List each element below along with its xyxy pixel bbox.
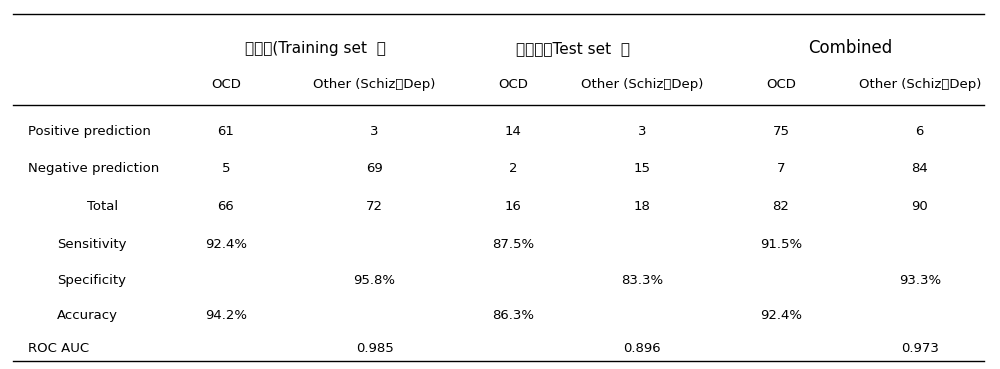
Text: Accuracy: Accuracy (57, 309, 118, 322)
Text: Positive prediction: Positive prediction (28, 125, 150, 138)
Text: 18: 18 (634, 200, 651, 213)
Text: Sensitivity: Sensitivity (57, 238, 127, 251)
Text: 训练集(Training set  ）: 训练集(Training set ） (245, 41, 386, 56)
Text: Other (Schiz、Dep): Other (Schiz、Dep) (581, 78, 703, 91)
Text: Negative prediction: Negative prediction (28, 162, 159, 175)
Text: 7: 7 (777, 162, 785, 175)
Text: 14: 14 (505, 125, 522, 138)
Text: 15: 15 (634, 162, 651, 175)
Text: 83.3%: 83.3% (621, 274, 663, 287)
Text: Other (Schiz、Dep): Other (Schiz、Dep) (313, 78, 436, 91)
Text: 61: 61 (217, 125, 234, 138)
Text: ROC AUC: ROC AUC (28, 342, 89, 355)
Text: 2: 2 (509, 162, 518, 175)
Text: 66: 66 (217, 200, 234, 213)
Text: 3: 3 (638, 125, 646, 138)
Text: 75: 75 (773, 125, 790, 138)
Text: 94.2%: 94.2% (205, 309, 247, 322)
Text: 测试集（Test set  ）: 测试集（Test set ） (516, 41, 630, 56)
Text: 69: 69 (366, 162, 383, 175)
Text: 82: 82 (773, 200, 789, 213)
Text: OCD: OCD (766, 78, 796, 91)
Text: 91.5%: 91.5% (760, 238, 802, 251)
Text: 92.4%: 92.4% (205, 238, 247, 251)
Text: 0.896: 0.896 (623, 342, 661, 355)
Text: 92.4%: 92.4% (760, 309, 802, 322)
Text: 3: 3 (370, 125, 379, 138)
Text: 84: 84 (911, 162, 928, 175)
Text: Specificity: Specificity (57, 274, 126, 287)
Text: Other (Schiz、Dep): Other (Schiz、Dep) (859, 78, 981, 91)
Text: 0.973: 0.973 (901, 342, 939, 355)
Text: Total: Total (87, 200, 118, 213)
Text: OCD: OCD (211, 78, 241, 91)
Text: 16: 16 (505, 200, 522, 213)
Text: 87.5%: 87.5% (492, 238, 534, 251)
Text: 72: 72 (366, 200, 383, 213)
Text: 0.985: 0.985 (356, 342, 393, 355)
Text: 90: 90 (911, 200, 928, 213)
Text: 6: 6 (916, 125, 924, 138)
Text: Combined: Combined (808, 39, 893, 57)
Text: 95.8%: 95.8% (354, 274, 396, 287)
Text: 93.3%: 93.3% (899, 274, 941, 287)
Text: OCD: OCD (498, 78, 528, 91)
Text: 5: 5 (222, 162, 230, 175)
Text: 86.3%: 86.3% (492, 309, 534, 322)
